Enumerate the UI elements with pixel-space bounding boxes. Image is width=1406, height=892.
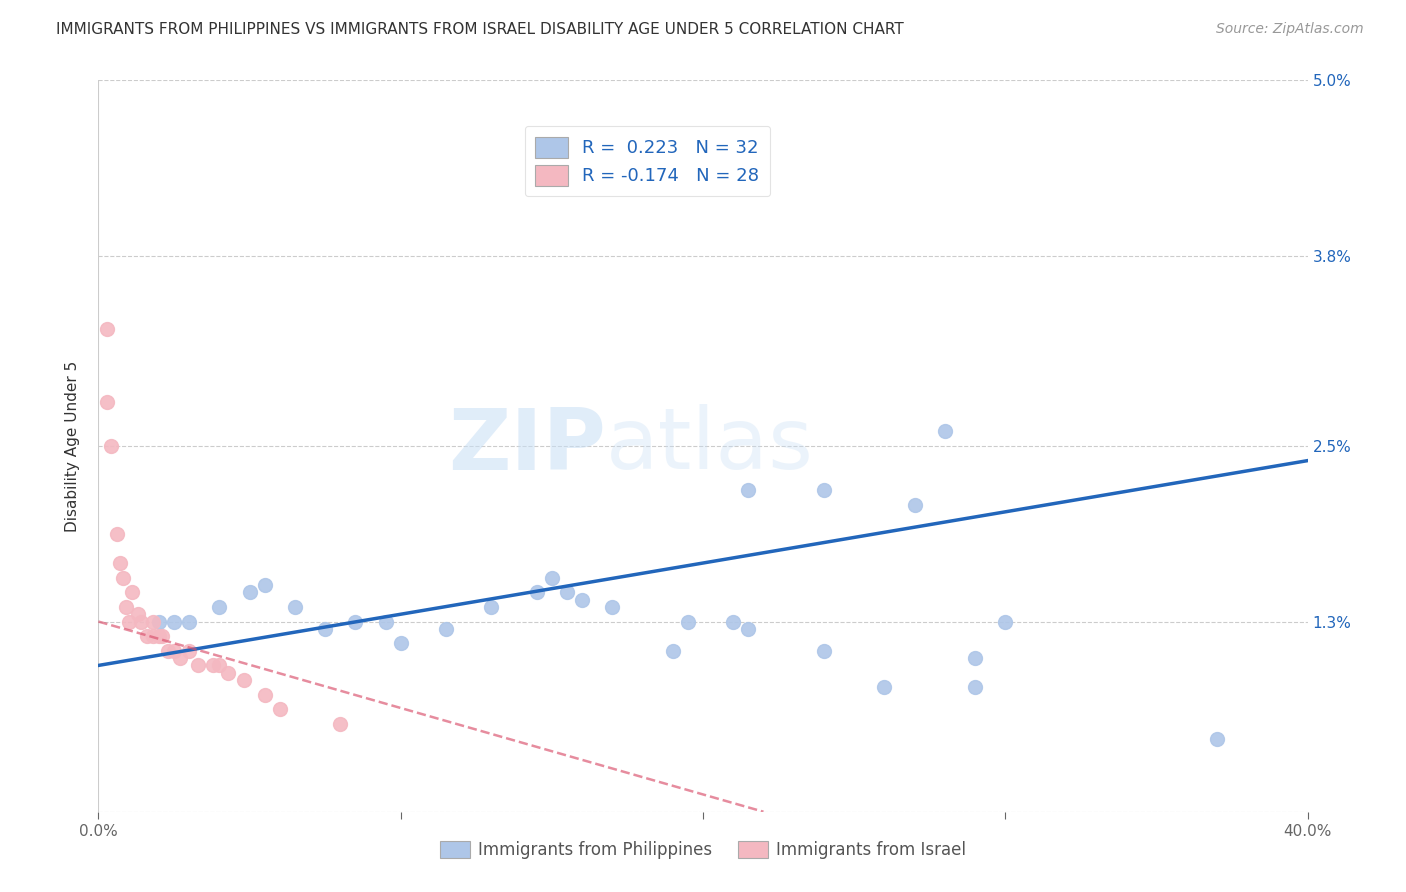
Point bbox=[737, 483, 759, 497]
Point bbox=[723, 615, 745, 629]
Point bbox=[208, 599, 231, 614]
Point bbox=[105, 526, 128, 541]
Point bbox=[904, 498, 927, 512]
Point bbox=[156, 644, 179, 658]
Point bbox=[96, 322, 118, 336]
Point bbox=[148, 615, 170, 629]
Text: IMMIGRANTS FROM PHILIPPINES VS IMMIGRANTS FROM ISRAEL DISABILITY AGE UNDER 5 COR: IMMIGRANTS FROM PHILIPPINES VS IMMIGRANT… bbox=[56, 22, 904, 37]
Point bbox=[269, 702, 291, 716]
Legend: Immigrants from Philippines, Immigrants from Israel: Immigrants from Philippines, Immigrants … bbox=[433, 834, 973, 866]
Point bbox=[208, 658, 231, 673]
Point bbox=[284, 599, 307, 614]
Point bbox=[965, 681, 987, 695]
Point bbox=[232, 673, 254, 687]
Point bbox=[114, 599, 136, 614]
Point bbox=[994, 615, 1017, 629]
Point bbox=[217, 665, 239, 680]
Point bbox=[813, 644, 835, 658]
Point bbox=[135, 629, 157, 643]
Point bbox=[96, 395, 118, 409]
Point bbox=[526, 585, 548, 599]
Point bbox=[389, 636, 412, 650]
Point bbox=[202, 658, 225, 673]
Point bbox=[100, 439, 122, 453]
Point bbox=[150, 629, 173, 643]
Point bbox=[108, 556, 131, 570]
Point bbox=[169, 651, 191, 665]
Point bbox=[129, 615, 152, 629]
Point bbox=[434, 622, 457, 636]
Point bbox=[1206, 731, 1229, 746]
Point bbox=[965, 651, 987, 665]
Point bbox=[187, 658, 209, 673]
Text: ZIP: ZIP bbox=[449, 404, 606, 488]
Point bbox=[602, 599, 624, 614]
Point bbox=[163, 615, 186, 629]
Point bbox=[239, 585, 262, 599]
Point bbox=[163, 644, 186, 658]
Point bbox=[555, 585, 578, 599]
Point bbox=[676, 615, 699, 629]
Text: atlas: atlas bbox=[606, 404, 814, 488]
Point bbox=[118, 615, 141, 629]
Point bbox=[481, 599, 503, 614]
Point bbox=[121, 585, 143, 599]
Point bbox=[737, 622, 759, 636]
Point bbox=[127, 607, 149, 622]
Point bbox=[873, 681, 896, 695]
Point bbox=[344, 615, 367, 629]
Point bbox=[142, 629, 165, 643]
Point bbox=[540, 571, 562, 585]
Legend: R =  0.223   N = 32, R = -0.174   N = 28: R = 0.223 N = 32, R = -0.174 N = 28 bbox=[524, 126, 770, 196]
Text: Source: ZipAtlas.com: Source: ZipAtlas.com bbox=[1216, 22, 1364, 37]
Point bbox=[934, 425, 956, 439]
Point bbox=[314, 622, 336, 636]
Point bbox=[111, 571, 134, 585]
Point bbox=[571, 592, 593, 607]
Point bbox=[661, 644, 683, 658]
Point bbox=[329, 717, 352, 731]
Point bbox=[179, 615, 201, 629]
Point bbox=[374, 615, 396, 629]
Point bbox=[179, 644, 201, 658]
Point bbox=[142, 615, 165, 629]
Point bbox=[813, 483, 835, 497]
Point bbox=[253, 688, 276, 702]
Point bbox=[148, 629, 170, 643]
Point bbox=[253, 578, 276, 592]
Y-axis label: Disability Age Under 5: Disability Age Under 5 bbox=[65, 360, 80, 532]
